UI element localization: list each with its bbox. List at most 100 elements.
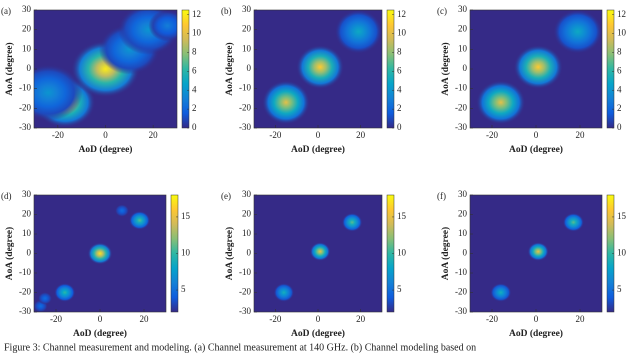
y-tick-label: 30 — [458, 4, 468, 14]
x-tick-label: -20 — [486, 314, 498, 324]
y-tick-label: 0 — [463, 63, 468, 73]
y-tick-label: 30 — [22, 189, 32, 199]
x-axis-label: AoD (degree) — [291, 144, 345, 155]
y-tick-label: -20 — [239, 287, 251, 297]
cluster — [296, 45, 345, 90]
cluster — [562, 212, 584, 232]
x-tick-label: 20 — [576, 130, 586, 140]
colorbar-tick-label: 8 — [192, 47, 197, 57]
colorbar-tick-label: 5 — [397, 284, 402, 294]
caption: Figure 3: Channel measurement and modeli… — [4, 342, 476, 353]
colorbar-tick-label: 4 — [192, 84, 197, 94]
colorbar — [606, 9, 615, 129]
heatmap-layer — [34, 204, 151, 312]
cluster — [273, 283, 295, 302]
x-tick-label: 0 — [534, 130, 539, 140]
cluster — [34, 64, 83, 121]
heatmap-layer — [490, 212, 584, 302]
colorbar-tick-label: 12 — [397, 9, 406, 19]
y-tick-label: 10 — [458, 228, 468, 238]
y-axis-label: AoA (degree) — [224, 227, 235, 280]
colorbar-tick-label: 2 — [192, 103, 197, 113]
x-axis-label: AoD (degree) — [73, 328, 127, 339]
x-tick-label: 0 — [98, 314, 103, 324]
y-tick-label: -10 — [455, 267, 467, 277]
colorbar — [181, 9, 190, 129]
colorbar-tick-label: 5 — [181, 284, 186, 294]
colorbar-tick-label: 10 — [397, 248, 407, 258]
y-tick-label: 10 — [458, 43, 468, 53]
y-tick-label: 20 — [242, 209, 252, 219]
colorbar-tick-label: 8 — [397, 47, 402, 57]
x-tick-label: 0 — [316, 314, 321, 324]
cluster — [513, 45, 563, 90]
heatmap-layer — [476, 10, 602, 125]
y-tick-label: -20 — [19, 287, 31, 297]
colorbar-tick-label: 0 — [192, 122, 197, 132]
y-axis-label: AoA (degree) — [4, 42, 15, 95]
x-tick-label: -20 — [52, 130, 64, 140]
y-tick-label: 0 — [247, 248, 252, 258]
y-tick-label: 0 — [247, 63, 252, 73]
colorbar-tick-label: 10 — [397, 28, 407, 38]
y-tick-label: -10 — [239, 83, 251, 93]
x-tick-label: 20 — [140, 314, 150, 324]
y-tick-label: -10 — [19, 267, 31, 277]
cluster — [148, 10, 177, 42]
panel-label: (c) — [437, 6, 447, 16]
x-tick-label: 0 — [103, 130, 108, 140]
y-tick-label: 20 — [22, 24, 32, 34]
y-tick-label: 20 — [458, 209, 468, 219]
colorbar-tick-label: 12 — [617, 9, 626, 19]
x-tick-label: -20 — [50, 314, 62, 324]
panel-label: (b) — [221, 6, 232, 16]
x-axis-label: AoD (degree) — [509, 328, 563, 339]
cluster — [527, 242, 549, 261]
colorbar-tick-label: 15 — [617, 211, 627, 221]
x-tick-label: 20 — [356, 314, 366, 324]
colorbar-tick-label: 10 — [617, 248, 627, 258]
cluster — [334, 10, 382, 54]
y-tick-label: 10 — [242, 228, 252, 238]
x-axis-label: AoD (degree) — [291, 328, 345, 339]
y-tick-label: 30 — [242, 189, 252, 199]
cluster — [476, 80, 526, 125]
y-axis-label: AoA (degree) — [4, 227, 15, 280]
cluster — [262, 80, 310, 125]
y-tick-label: 10 — [22, 228, 32, 238]
colorbar-tick-label: 10 — [192, 28, 202, 38]
y-tick-label: -20 — [455, 102, 467, 112]
y-tick-label: 10 — [22, 43, 32, 53]
panel-label: (d) — [1, 191, 12, 201]
cluster — [54, 283, 76, 302]
y-axis-label: AoA (degree) — [440, 42, 451, 95]
heatmap-layer — [262, 10, 382, 125]
y-axis-label: AoA (degree) — [440, 227, 451, 280]
x-tick-label: 20 — [149, 130, 159, 140]
cluster — [490, 283, 512, 302]
cluster — [37, 292, 53, 305]
heatmap-layer — [34, 10, 177, 128]
colorbar-tick-label: 2 — [397, 103, 402, 113]
colorbar — [386, 9, 395, 129]
y-axis-label: AoA (degree) — [224, 42, 235, 95]
y-tick-label: -10 — [455, 83, 467, 93]
x-tick-label: -20 — [269, 130, 281, 140]
y-tick-label: -10 — [19, 83, 31, 93]
heatmap-layer — [273, 212, 363, 302]
cluster — [87, 242, 113, 265]
y-tick-label: -30 — [455, 306, 467, 316]
x-axis-label: AoD (degree) — [79, 144, 133, 155]
panel-label: (f) — [437, 191, 446, 201]
x-tick-label: 20 — [576, 314, 586, 324]
cluster — [553, 10, 602, 54]
panel-label: (a) — [1, 6, 11, 16]
colorbar-tick-label: 4 — [617, 84, 622, 94]
colorbar-tick-label: 10 — [181, 248, 191, 258]
y-tick-label: -30 — [19, 306, 31, 316]
y-tick-label: 30 — [242, 4, 252, 14]
y-tick-label: 0 — [463, 248, 468, 258]
colorbar-tick-label: 6 — [192, 65, 197, 75]
colorbar-tick-label: 6 — [617, 65, 622, 75]
colorbar-tick-label: 4 — [397, 84, 402, 94]
